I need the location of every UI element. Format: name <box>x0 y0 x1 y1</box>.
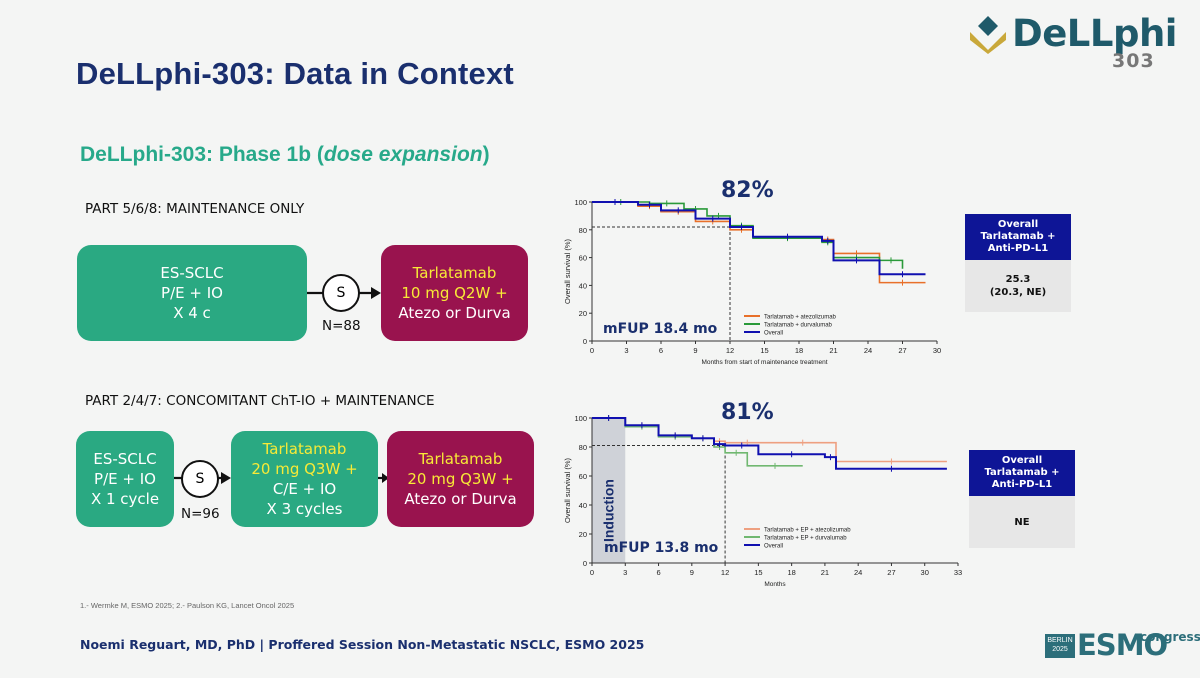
part2-box-induction: ES-SCLC P/E + IO X 1 cycle <box>76 431 174 527</box>
y-tick-label: 80 <box>579 226 587 235</box>
logo-number: 303 <box>1112 50 1155 72</box>
x-tick-label: 6 <box>656 568 660 577</box>
slide-subtitle: DeLLphi-303: Phase 1b (dose expansion) <box>80 143 490 167</box>
x-tick-label: 30 <box>921 568 929 577</box>
y-tick-label: 80 <box>579 443 587 452</box>
x-tick-label: 3 <box>623 568 627 577</box>
x-axis-label: Months <box>764 581 786 588</box>
y-tick-label: 40 <box>579 501 587 510</box>
y-axis-label: Overall survival (%) <box>563 238 572 304</box>
x-tick-label: 6 <box>659 346 663 355</box>
x-tick-label: 15 <box>760 346 768 355</box>
part2-randomization-circle: S <box>181 460 219 498</box>
km-curve-1 <box>592 202 926 283</box>
y-tick-label: 60 <box>579 254 587 263</box>
part2-n-label: N=96 <box>181 506 220 522</box>
km2-mfup-label: mFUP 13.8 mo <box>604 540 718 556</box>
part2-heading: PART 2/4/7: CONCOMITANT ChT-IO + MAINTEN… <box>85 393 435 409</box>
legend-label: Tarlatamab + durvalumab <box>764 323 833 329</box>
x-tick-label: 24 <box>864 346 872 355</box>
x-tick-label: 33 <box>954 568 962 577</box>
y-tick-label: 100 <box>574 414 587 423</box>
y-axis-label: Overall survival (%) <box>563 457 572 523</box>
km2-table-header: Overall Tarlatamab + Anti-PD-L1 <box>969 450 1075 496</box>
x-tick-label: 30 <box>933 346 941 355</box>
y-tick-label: 20 <box>579 530 587 539</box>
slide-title: DeLLphi-303: Data in Context <box>76 56 514 92</box>
legend-label: Overall <box>764 544 783 550</box>
km-curve-2 <box>592 202 903 269</box>
x-tick-label: 12 <box>721 568 729 577</box>
x-tick-label: 21 <box>829 346 837 355</box>
km1-table-header: Overall Tarlatamab + Anti-PD-L1 <box>965 214 1071 260</box>
x-tick-label: 27 <box>887 568 895 577</box>
x-tick-label: 15 <box>754 568 762 577</box>
y-tick-label: 0 <box>583 559 587 568</box>
y-tick-label: 40 <box>579 281 587 290</box>
part2-box-maintenance: Tarlatamab 20 mg Q3W + Atezo or Durva <box>387 431 534 527</box>
km-chart-maintenance: 0 20 40 60 80 100 0 3 6 9 12 15 18 21 24 27 30 Overall su… <box>558 180 958 380</box>
legend-label: Overall <box>764 331 783 337</box>
km1-mfup-label: mFUP 18.4 mo <box>603 321 717 337</box>
references: 1.- Wermke M, ESMO 2025; 2.- Paulson KG,… <box>80 601 294 610</box>
x-tick-label: 12 <box>726 346 734 355</box>
part2-box-concomitant: Tarlatamab 20 mg Q3W + C/E + IO X 3 cycles <box>231 431 378 527</box>
dellphi-logo-mark <box>968 14 1008 54</box>
x-tick-label: 0 <box>590 346 594 355</box>
x-axis-label: Months from start of maintenance treatme… <box>701 359 827 366</box>
legend-label: Tarlatamab + atezolizumab <box>764 315 837 321</box>
x-tick-label: 24 <box>854 568 862 577</box>
x-tick-label: 9 <box>690 568 694 577</box>
x-tick-label: 0 <box>590 568 594 577</box>
y-tick-label: 0 <box>583 337 587 346</box>
part1-randomization-circle: S <box>322 274 360 312</box>
part1-heading: PART 5/6/8: MAINTENANCE ONLY <box>85 201 304 217</box>
y-tick-label: 60 <box>579 472 587 481</box>
congress-logo-word: congress <box>1140 630 1200 644</box>
legend-label: Tarlatamab + EP + atezolizumab <box>764 528 851 534</box>
part1-n-label: N=88 <box>322 318 361 334</box>
x-tick-label: 3 <box>624 346 628 355</box>
legend-label: Tarlatamab + EP + durvalumab <box>764 536 847 542</box>
x-tick-label: 18 <box>795 346 803 355</box>
congress-logo-badge: BERLIN 2025 <box>1045 634 1075 658</box>
y-tick-label: 20 <box>579 309 587 318</box>
logo-name: DeLLphi <box>1012 12 1177 55</box>
footer-presenter: Noemi Reguart, MD, PhD | Proffered Sessi… <box>80 637 644 652</box>
part1-box-induction: ES-SCLC P/E + IO X 4 c <box>77 245 307 341</box>
x-tick-label: 27 <box>898 346 906 355</box>
x-tick-label: 21 <box>821 568 829 577</box>
km2-table-value: NE <box>969 496 1075 548</box>
km-chart-concomitant: Induction 0 20 40 60 80 100 0 3 6 9 12 15 18 21 24 27 30 3… <box>558 400 968 592</box>
part1-box-maintenance: Tarlatamab 10 mg Q2W + Atezo or Durva <box>381 245 528 341</box>
km2-percent-label: 81% <box>721 400 774 425</box>
x-tick-label: 9 <box>693 346 697 355</box>
y-tick-label: 100 <box>574 198 587 207</box>
km1-percent-label: 82% <box>721 178 774 203</box>
induction-label: Induction <box>601 479 617 542</box>
km1-table-value: 25.3 (20.3, NE) <box>965 260 1071 312</box>
x-tick-label: 18 <box>787 568 795 577</box>
